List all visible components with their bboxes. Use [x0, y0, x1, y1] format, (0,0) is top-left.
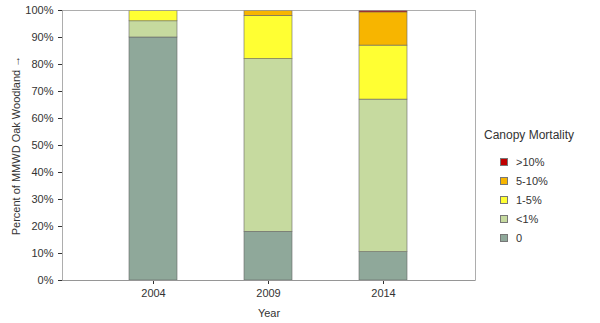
html-text:<1%: <1% [516, 212, 539, 225]
svg-text:10%: 10% [31, 247, 53, 259]
svg-text:60%: 60% [31, 112, 53, 124]
svg-text:30%: 30% [31, 193, 53, 205]
svg-text:Year: Year [258, 307, 281, 319]
svg-text:70%: 70% [31, 85, 53, 97]
svg-text:100%: 100% [25, 4, 53, 16]
svg-text:80%: 80% [31, 58, 53, 70]
svg-text:2009: 2009 [256, 287, 280, 299]
html-text:1-5%: 1-5% [516, 193, 542, 206]
svg-text:2004: 2004 [141, 287, 165, 299]
html-text:>10%: >10% [516, 155, 545, 168]
svg-text:20%: 20% [31, 220, 53, 232]
svg-text:0%: 0% [38, 274, 54, 286]
svg-text:Percent of MMWD Oak Woodland →: Percent of MMWD Oak Woodland → [10, 56, 22, 236]
svg-text:2014: 2014 [371, 287, 395, 299]
html-text:5-10%: 5-10% [516, 174, 548, 187]
html-text:Canopy Mortality: Canopy Mortality [484, 128, 574, 142]
svg-text:90%: 90% [31, 31, 53, 43]
html-text:0: 0 [516, 231, 523, 244]
svg-text:50%: 50% [31, 139, 53, 151]
svg-text:40%: 40% [31, 166, 53, 178]
